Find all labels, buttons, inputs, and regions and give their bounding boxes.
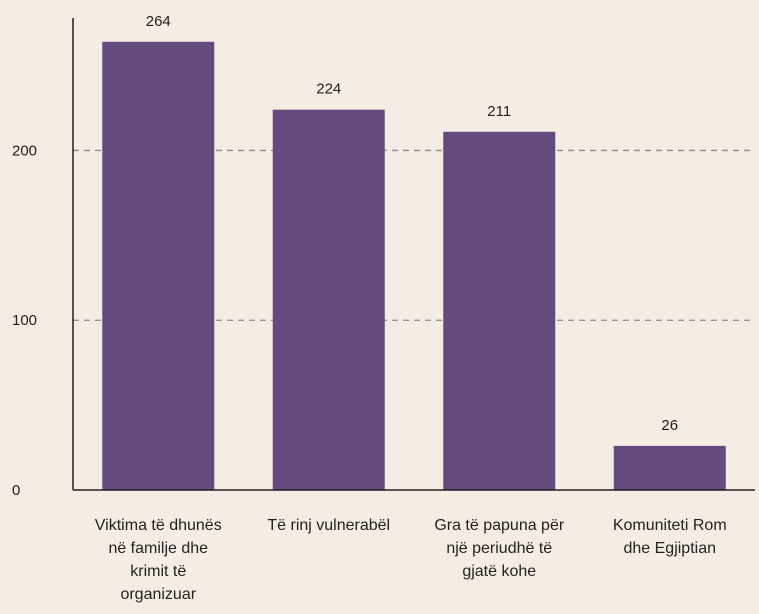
value-label-4: 26 <box>661 417 678 434</box>
value-labels: 264 224 211 26 <box>146 13 678 434</box>
bar-2 <box>272 109 385 490</box>
value-label-1: 264 <box>146 13 171 30</box>
y-tick-label-200: 200 <box>12 142 37 159</box>
value-label-3: 211 <box>487 103 511 120</box>
bar-1 <box>102 41 215 491</box>
value-label-2: 224 <box>316 81 341 98</box>
bar-3 <box>443 131 556 490</box>
bar-4 <box>613 445 726 490</box>
bars <box>102 41 726 491</box>
y-tick-labels: 0 100 200 <box>12 142 37 499</box>
y-tick-label-100: 100 <box>12 312 37 329</box>
category-labels: Viktima të dhunës në familje dhe krimit të… <box>95 517 727 603</box>
category-label-4: Komuniteti Rom dhe Egjiptian <box>613 517 727 557</box>
y-tick-label-0: 0 <box>12 482 20 499</box>
category-label-2: Të rinj vulnerabël <box>267 517 390 534</box>
category-label-3: Gra të papuna për një periudhë të gjatë ko… <box>434 517 565 580</box>
category-label-1: Viktima të dhunës në familje dhe krimit të… <box>95 517 222 603</box>
